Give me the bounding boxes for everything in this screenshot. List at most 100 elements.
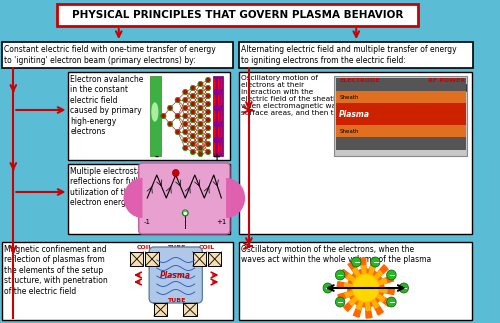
Circle shape <box>190 133 196 139</box>
Circle shape <box>184 99 186 101</box>
Circle shape <box>198 137 203 143</box>
Text: Magnetic confinement and
reflection of plasmas from
the elements of the setup
st: Magnetic confinement and reflection of p… <box>4 245 108 296</box>
Circle shape <box>192 103 194 105</box>
Circle shape <box>160 113 166 119</box>
Circle shape <box>192 127 194 130</box>
Circle shape <box>206 135 210 137</box>
Circle shape <box>172 170 179 176</box>
Circle shape <box>386 270 396 280</box>
Circle shape <box>206 125 210 131</box>
Circle shape <box>206 95 210 98</box>
Circle shape <box>199 130 202 133</box>
Polygon shape <box>338 258 394 318</box>
FancyBboxPatch shape <box>57 4 418 26</box>
Circle shape <box>199 107 202 109</box>
Text: Sheath: Sheath <box>339 95 358 99</box>
Text: RF POWER: RF POWER <box>428 78 466 83</box>
Circle shape <box>198 89 203 95</box>
Circle shape <box>198 129 203 135</box>
Text: Sheath: Sheath <box>339 129 358 133</box>
Text: −: − <box>336 298 344 307</box>
FancyBboxPatch shape <box>240 72 472 234</box>
Circle shape <box>184 107 186 109</box>
Circle shape <box>206 101 210 107</box>
Circle shape <box>199 90 202 93</box>
FancyBboxPatch shape <box>240 42 473 68</box>
Circle shape <box>175 97 180 103</box>
Circle shape <box>206 78 210 81</box>
Ellipse shape <box>152 103 158 121</box>
Circle shape <box>168 123 172 125</box>
Circle shape <box>184 147 186 150</box>
Circle shape <box>206 87 210 89</box>
Circle shape <box>206 133 210 139</box>
Circle shape <box>206 141 210 147</box>
Circle shape <box>168 121 172 127</box>
Circle shape <box>399 283 408 293</box>
Circle shape <box>206 142 210 145</box>
Text: Oscillatory motion of
electrons at their
interaction with the
electric field of : Oscillatory motion of electrons at their… <box>242 75 421 116</box>
Text: ○: ○ <box>183 211 188 215</box>
Circle shape <box>190 109 196 115</box>
Text: TUBE: TUBE <box>166 245 185 250</box>
Circle shape <box>182 97 188 103</box>
FancyBboxPatch shape <box>2 42 233 68</box>
Circle shape <box>206 93 210 99</box>
Text: Electron avalanche
in the constant
electric field
caused by primary
high-energy
: Electron avalanche in the constant elect… <box>70 75 144 136</box>
FancyBboxPatch shape <box>184 303 196 316</box>
FancyBboxPatch shape <box>213 76 224 156</box>
Text: -: - <box>155 152 159 162</box>
Circle shape <box>190 85 196 91</box>
Circle shape <box>199 99 202 101</box>
Circle shape <box>352 257 361 267</box>
Text: −: − <box>324 284 332 293</box>
Circle shape <box>182 105 188 111</box>
Wedge shape <box>124 178 142 218</box>
FancyBboxPatch shape <box>138 163 230 234</box>
Circle shape <box>176 115 179 117</box>
Circle shape <box>182 137 188 143</box>
FancyBboxPatch shape <box>336 78 466 91</box>
Text: -1: -1 <box>144 219 151 225</box>
Circle shape <box>199 147 202 150</box>
Circle shape <box>190 141 196 147</box>
Circle shape <box>192 87 194 89</box>
Circle shape <box>175 113 180 119</box>
Circle shape <box>336 297 345 307</box>
FancyBboxPatch shape <box>240 242 472 320</box>
FancyBboxPatch shape <box>130 252 143 266</box>
Circle shape <box>190 149 196 155</box>
Text: TUBE: TUBE <box>166 298 185 303</box>
FancyBboxPatch shape <box>334 76 468 156</box>
FancyBboxPatch shape <box>2 242 233 320</box>
Circle shape <box>198 113 203 119</box>
Text: COIL: COIL <box>199 245 215 250</box>
FancyBboxPatch shape <box>336 103 466 125</box>
Circle shape <box>199 83 202 85</box>
Circle shape <box>206 149 210 155</box>
Circle shape <box>184 115 186 117</box>
Text: Multiple electrostatic
reflections for full
utilization of the primary
electron : Multiple electrostatic reflections for f… <box>70 167 166 207</box>
Circle shape <box>190 93 196 99</box>
Circle shape <box>206 85 210 91</box>
Circle shape <box>206 127 210 130</box>
Circle shape <box>182 121 188 127</box>
FancyBboxPatch shape <box>146 252 158 266</box>
Circle shape <box>192 142 194 145</box>
Circle shape <box>199 123 202 125</box>
Circle shape <box>162 115 164 117</box>
FancyBboxPatch shape <box>150 76 160 156</box>
Circle shape <box>206 109 210 115</box>
Wedge shape <box>226 178 245 218</box>
Circle shape <box>190 101 196 107</box>
Text: COIL: COIL <box>136 245 152 250</box>
Circle shape <box>386 297 396 307</box>
Circle shape <box>182 129 188 135</box>
Text: +1: +1 <box>216 219 226 225</box>
Text: Alternating electric field and multiple transfer of energy
to igniting electrons: Alternating electric field and multiple … <box>242 45 457 65</box>
Text: −: − <box>372 258 379 267</box>
Circle shape <box>192 95 194 98</box>
Circle shape <box>192 135 194 137</box>
Circle shape <box>198 105 203 111</box>
Circle shape <box>336 270 345 280</box>
